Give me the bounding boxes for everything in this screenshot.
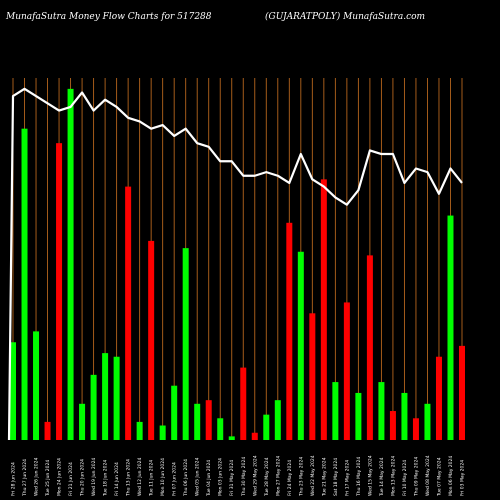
x-tick-label: Wed 29 May 2024 — [252, 455, 258, 496]
money-flow-bar — [21, 128, 28, 440]
x-tick-label: Mon 27 May 2024 — [275, 456, 281, 496]
x-tick-label: Thu 27 Jun 2024 — [22, 459, 28, 497]
x-tick-label: Thu 23 May 2024 — [298, 457, 304, 497]
x-tick-label: Thu 16 May 2024 — [356, 457, 362, 497]
money-flow-bar — [10, 342, 16, 440]
money-flow-bar — [102, 353, 109, 440]
money-flow-bar — [113, 356, 120, 440]
x-tick-label: Thu 09 May 2024 — [413, 457, 419, 497]
money-flow-bar — [205, 400, 212, 440]
x-tick-label: Fri 14 Jun 2024 — [114, 462, 120, 496]
money-flow-bar — [228, 436, 235, 440]
chart-title: MunafaSutra Money Flow Charts for 517288 — [6, 12, 212, 22]
site-title: (GUJARATPOLY) MunafaSutra.com — [265, 12, 426, 22]
money-flow-bar — [90, 374, 97, 440]
x-tick-label: Mon 13 May 2024 — [390, 456, 396, 496]
money-flow-bar — [332, 382, 339, 440]
money-flow-bar — [159, 425, 166, 440]
x-tick-label: Mon 03 Jun 2024 — [218, 458, 224, 496]
money-flow-bar — [274, 400, 281, 440]
x-tick-label: Fri 28 Jun 2024 — [11, 462, 17, 496]
x-tick-label: Tue 04 Jun 2024 — [206, 460, 212, 497]
money-flow-bar — [309, 313, 316, 440]
money-flow-bar — [447, 215, 454, 440]
x-tick-label: Thu 06 Jun 2024 — [183, 459, 189, 497]
price-line — [7, 87, 463, 441]
money-flow-bar — [389, 411, 396, 440]
x-tick-label: Wed 08 May 2024 — [425, 455, 431, 496]
money-flow-bar — [263, 414, 270, 440]
x-tick-label: Thu 20 Jun 2024 — [80, 459, 86, 497]
x-tick-label: Mon 10 Jun 2024 — [160, 458, 166, 496]
x-tick-label: Sat 18 May 2024 — [333, 458, 339, 496]
money-flow-bar — [355, 392, 362, 440]
money-flow-bar — [217, 418, 224, 440]
money-flow-bar — [343, 302, 350, 440]
money-flow-bar — [378, 382, 385, 440]
money-flow-bar — [297, 251, 304, 440]
money-flow-bar — [125, 186, 132, 440]
x-tick-label: Wed 22 May 2024 — [310, 455, 316, 496]
money-flow-bar — [286, 222, 293, 440]
x-tick-label: Fri 03 May 2024 — [460, 460, 466, 496]
money-flow-bar — [401, 392, 408, 440]
x-tick-label: Wed 19 Jun 2024 — [91, 458, 97, 496]
money-flow-bar — [240, 367, 247, 440]
money-flow-bar — [412, 418, 419, 440]
x-tick-label: Mon 24 Jun 2024 — [57, 458, 63, 496]
money-flow-bar — [459, 345, 465, 440]
x-tick-label: Thu 13 Jun 2024 — [126, 459, 132, 497]
x-tick-label: Fri 07 Jun 2024 — [172, 462, 178, 496]
x-tick-label: Fri 21 Jun 2024 — [68, 462, 74, 496]
money-flow-bar — [33, 331, 40, 440]
money-flow-bar — [435, 356, 442, 440]
x-tick-label: Wed 05 Jun 2024 — [195, 458, 201, 496]
money-flow-bar — [182, 248, 189, 440]
x-tick-label: Tue 11 Jun 2024 — [149, 460, 155, 497]
x-tick-label: Thu 30 May 2024 — [241, 457, 247, 497]
money-flow-bar — [320, 179, 327, 441]
x-tick-label: Tue 18 Jun 2024 — [103, 460, 109, 497]
money-flow-bar — [136, 421, 143, 440]
x-tick-label: Wed 12 Jun 2024 — [137, 458, 143, 496]
money-flow-bar — [56, 143, 63, 440]
money-flow-bar — [171, 385, 178, 440]
x-tick-label: Wed 26 Jun 2024 — [34, 458, 40, 496]
money-flow-bar — [44, 421, 51, 440]
money-flow-bar — [194, 403, 201, 440]
money-flow-bar — [148, 240, 155, 440]
money-flow-bar — [67, 88, 74, 441]
x-tick-label: Tue 07 May 2024 — [436, 457, 442, 497]
x-tick-label: Fri 24 May 2024 — [287, 460, 293, 496]
x-tick-label: Tue 21 May 2024 — [321, 457, 327, 497]
x-tick-label: Mon 06 May 2024 — [448, 456, 454, 496]
x-tick-label: Wed 15 May 2024 — [367, 455, 373, 496]
x-tick-label: Tue 25 Jun 2024 — [45, 460, 51, 497]
x-tick-label: Fri 17 May 2024 — [344, 460, 350, 496]
money-flow-bar — [424, 403, 431, 440]
x-tick-label: Fri 31 May 2024 — [229, 460, 235, 496]
x-tick-label: Tue 28 May 2024 — [264, 457, 270, 497]
money-flow-bar — [366, 255, 373, 440]
x-tick-label: Tue 14 May 2024 — [379, 457, 385, 497]
x-tick-label: Fri 10 May 2024 — [402, 460, 408, 496]
money-flow-bar — [251, 432, 258, 440]
money-flow-bar — [79, 403, 86, 440]
